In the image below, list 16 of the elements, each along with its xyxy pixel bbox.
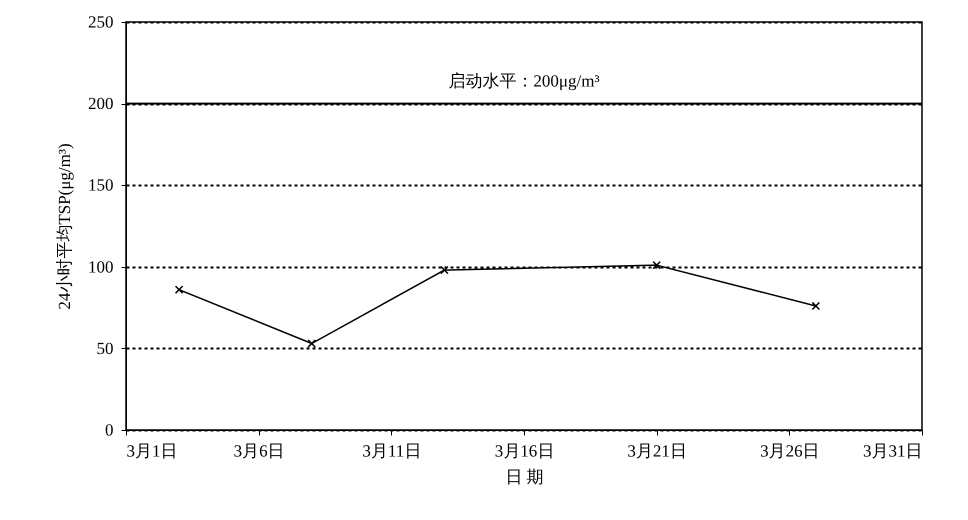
y-tick-label: 150 xyxy=(88,176,114,195)
x-tick-label: 3月26日 xyxy=(760,442,820,460)
y-tick-label: 200 xyxy=(88,94,114,114)
ref-line-label: 启动水平：200μg/m³ xyxy=(448,72,600,91)
x-tick-label: 3月21日 xyxy=(627,442,687,460)
x-tick-label: 3月6日 xyxy=(234,442,285,460)
x-tick-label: 3月16日 xyxy=(494,442,554,460)
y-tick-label: 250 xyxy=(88,12,114,32)
y-tick-label: 50 xyxy=(96,338,114,358)
x-tick-label: 3月1日 xyxy=(126,442,178,460)
y-axis-title: 24小时平均TSP(μg/m³) xyxy=(55,143,74,310)
y-tick-label: 0 xyxy=(105,420,114,440)
x-tick-label: 3月31日 xyxy=(863,442,922,460)
x-tick-label: 3月11日 xyxy=(362,442,422,460)
y-tick-label: 100 xyxy=(88,257,114,276)
x-axis-title: 日 期 xyxy=(505,468,544,486)
